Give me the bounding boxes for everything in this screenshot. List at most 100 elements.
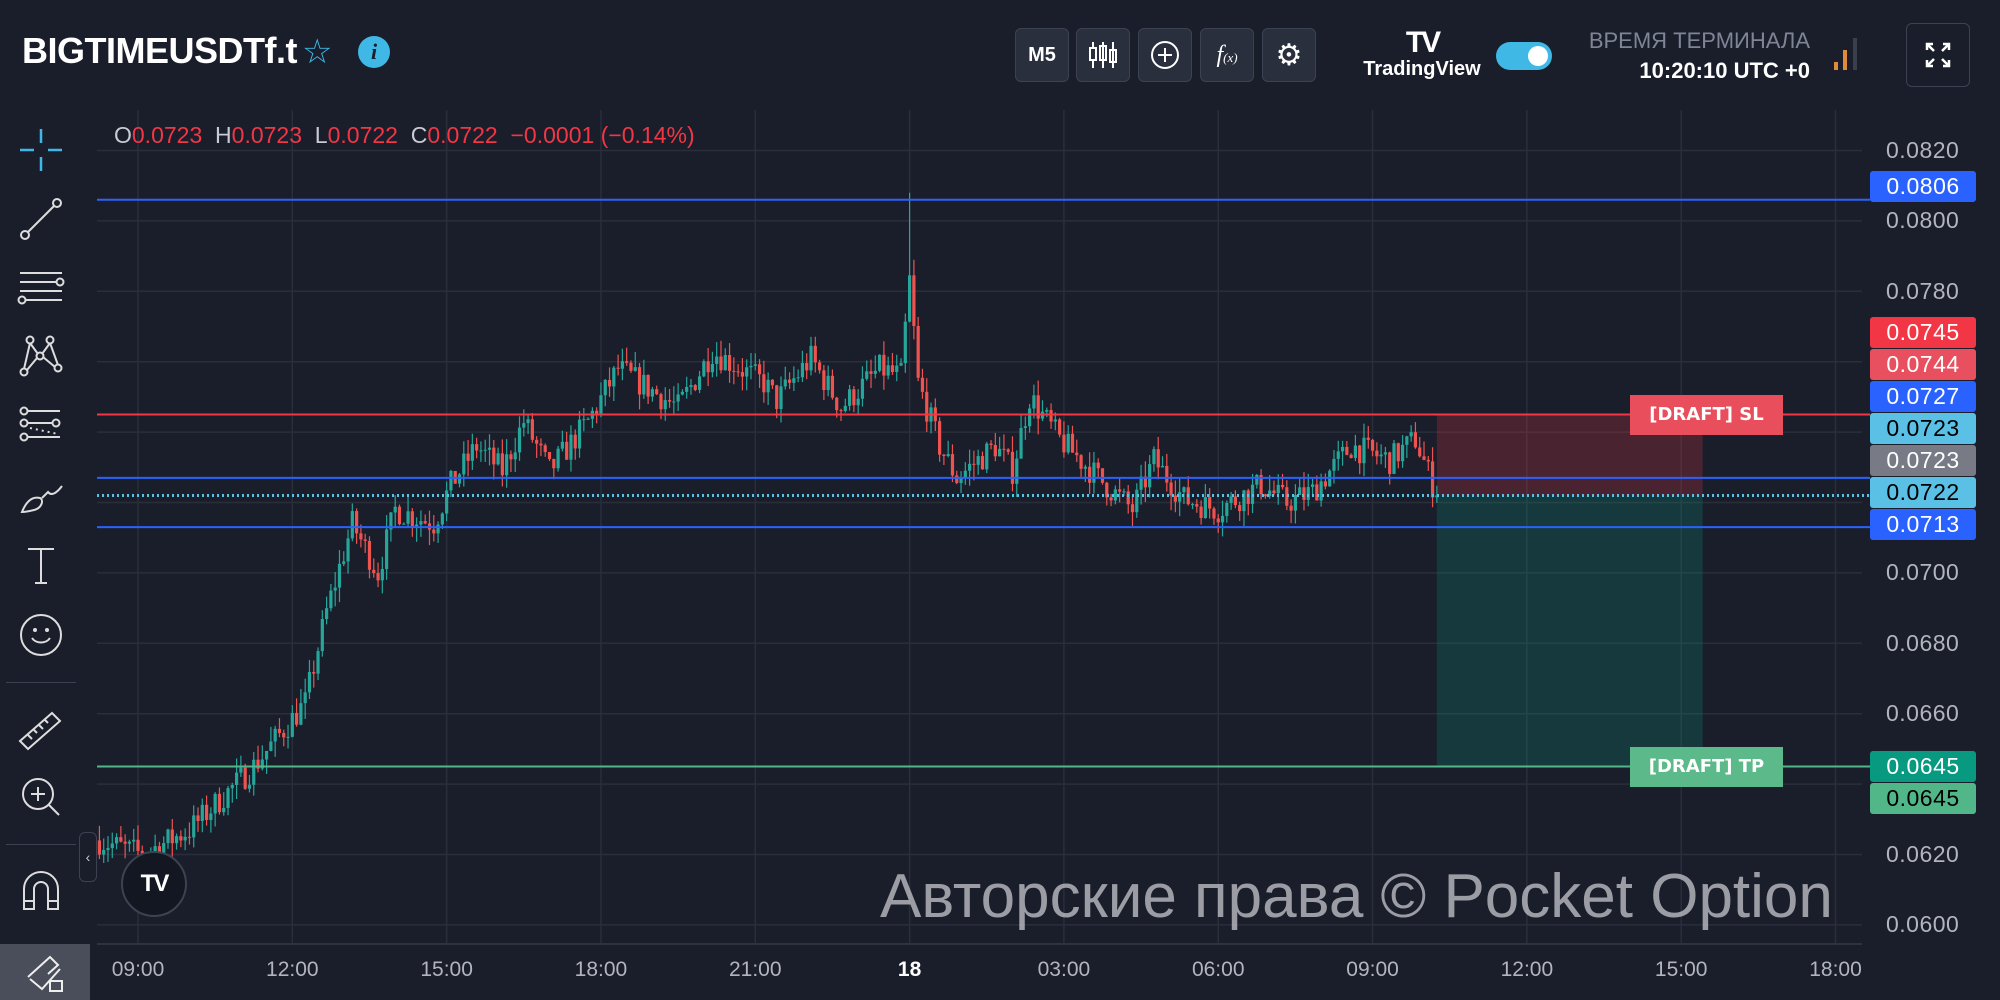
candle-body [265, 750, 269, 760]
price-level-label: 0.0723 [1870, 444, 1976, 476]
candle-body [273, 728, 277, 742]
candle-body [968, 463, 972, 471]
price-level-label: 0.0713 [1870, 508, 1976, 540]
price-tick-label: 0.0600 [1886, 911, 1960, 938]
candle-body [526, 419, 530, 424]
candle-body [869, 371, 873, 374]
tradingview-badge[interactable]: TV [121, 851, 187, 917]
zoom-in-icon[interactable] [16, 772, 66, 822]
candle-body [1023, 426, 1027, 429]
trend-line-icon[interactable] [16, 194, 66, 244]
candle-body [1045, 410, 1049, 412]
terminal-time: 10:20:10 UTC +0 [1639, 58, 1810, 83]
candle-body [445, 490, 449, 514]
candle-body [1143, 476, 1147, 488]
candle-body [102, 849, 106, 855]
candle-body [813, 345, 817, 363]
candle-body [230, 785, 234, 789]
time-tick-label: 06:00 [1191, 958, 1245, 981]
take-profit-zone [1436, 495, 1703, 767]
candle-body [286, 736, 290, 738]
candle-body [1083, 466, 1087, 469]
time-tick-label: 21:00 [728, 958, 782, 981]
candle-body [1220, 515, 1225, 523]
candle-body [625, 361, 629, 363]
candle-body [166, 829, 170, 844]
crosshair-icon[interactable] [16, 125, 66, 175]
collapse-toolbar-button[interactable]: ‹ [79, 832, 97, 882]
candle-body [226, 788, 230, 808]
price-tick-label: 0.0620 [1886, 841, 1960, 867]
candle-body [775, 385, 779, 409]
candle-body [1323, 481, 1328, 487]
candle-body [1336, 451, 1340, 459]
candle-body [642, 374, 646, 395]
price-level-label: 0.0722 [1870, 476, 1976, 508]
candle-body [710, 363, 715, 373]
function-button[interactable]: f(x) [1200, 28, 1254, 82]
candle-body [1379, 454, 1383, 457]
star-outline-icon[interactable]: ☆ [302, 33, 333, 71]
candle-body [766, 379, 770, 393]
candle-body [1092, 462, 1096, 483]
pattern-icon[interactable] [16, 332, 66, 382]
candle-body [1152, 449, 1156, 465]
low-value: 0.0722 [327, 122, 398, 148]
emoji-icon[interactable] [16, 610, 66, 660]
candle-body [1118, 489, 1122, 492]
timeframe-button[interactable]: M5 [1015, 28, 1069, 82]
candle-body [1015, 458, 1019, 484]
candle-body [740, 372, 745, 377]
candle-body [950, 454, 955, 476]
tradingview-toggle[interactable] [1496, 42, 1552, 70]
brush-icon[interactable] [16, 472, 66, 522]
candle-body [1370, 439, 1375, 451]
candle-body [346, 538, 350, 562]
text-icon[interactable] [16, 541, 66, 591]
chart-type-button[interactable] [1076, 28, 1130, 82]
fib-levels-icon[interactable] [16, 263, 66, 313]
time-tick-label: 15:00 [1654, 958, 1708, 981]
candle-body [1246, 490, 1250, 504]
candle-body [522, 423, 526, 428]
candle-body [432, 529, 436, 534]
candle-body [1430, 461, 1435, 498]
candle-body [385, 529, 389, 570]
price-level-label: 0.0645 [1870, 750, 1976, 782]
add-indicator-button[interactable] [1138, 28, 1192, 82]
candle-body [277, 728, 282, 733]
ruler-icon[interactable] [16, 705, 66, 755]
settings-icon: ⚙ [1275, 38, 1303, 72]
candle-body [565, 441, 569, 460]
candle-body [959, 478, 963, 484]
candle-body [727, 355, 732, 371]
magnet-icon[interactable] [16, 865, 66, 915]
candle-body [1049, 410, 1053, 422]
candle-body [260, 759, 264, 769]
fullscreen-icon [1925, 42, 1951, 68]
candle-body [187, 836, 192, 838]
candle-body [582, 419, 586, 421]
candle-body [573, 434, 577, 449]
price-level-label: 0.0723 [1870, 412, 1976, 444]
candle-body [912, 275, 916, 326]
candle-body [479, 450, 483, 452]
candle-body [397, 506, 402, 525]
fullscreen-button[interactable] [1906, 23, 1970, 87]
time-tick-label: 18:00 [574, 958, 628, 981]
candle-body [547, 451, 552, 459]
candle-body [1409, 432, 1413, 437]
candle-body [290, 712, 294, 737]
info-icon[interactable]: i [358, 36, 390, 68]
candle-body [620, 361, 624, 369]
settings-button[interactable]: ⚙ [1262, 28, 1316, 82]
candle-body [852, 389, 856, 406]
function-icon: f(x) [1216, 41, 1238, 68]
projection-icon[interactable] [16, 401, 66, 451]
candle-body [517, 427, 522, 453]
candle-body [470, 444, 474, 461]
lock-drawing-icon[interactable] [0, 944, 90, 1000]
candle-body [882, 354, 886, 376]
candle-body [1122, 491, 1126, 493]
